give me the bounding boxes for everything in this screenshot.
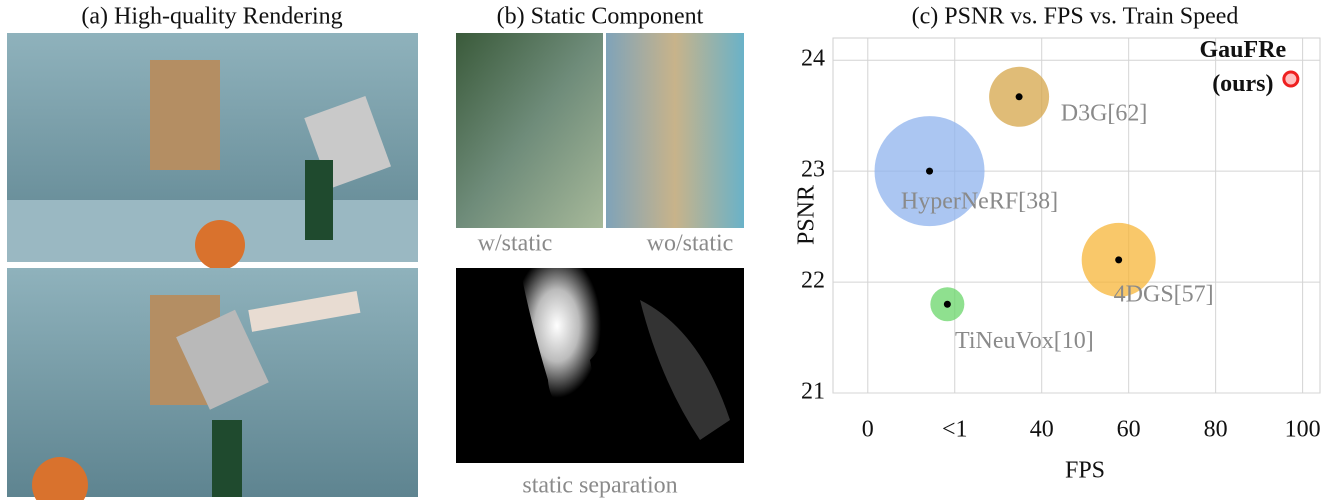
figure: (a) High-quality Rendering (b) Static Co…: [0, 0, 1335, 500]
bubble-center: [1016, 93, 1023, 100]
bubble-label: D3G[62]: [1061, 100, 1148, 126]
label-without-static: wo/static: [647, 231, 734, 257]
x-axis-label: FPS: [1065, 458, 1105, 484]
bubble-center: [926, 168, 933, 175]
label-static-separation: static separation: [522, 473, 677, 499]
render-photo-top: [7, 33, 418, 270]
y-tick-label: 22: [801, 268, 825, 294]
panel-a-title: (a) High-quality Rendering: [81, 4, 342, 30]
separation-mask: [456, 268, 744, 463]
y-axis-label: PSNR: [794, 185, 820, 245]
panel-b-title: (b) Static Component: [497, 4, 704, 30]
bubble-label: GauFRe(ours): [1200, 37, 1287, 97]
chart-title: (c) PSNR vs. FPS vs. Train Speed: [912, 4, 1239, 30]
x-tick-label: 100: [1285, 417, 1321, 443]
plot-area: 21 22 23 24 0 <1 40 60 80 100 HyperNeRF[38] D3G[62]…: [801, 37, 1321, 443]
bubble-center: [944, 301, 951, 308]
y-tick-label: 23: [801, 157, 825, 183]
bubble-label: HyperNeRF[38]: [901, 189, 1058, 215]
bubble-label: 4DGS[57]: [1114, 281, 1214, 307]
x-tick-label: 40: [1030, 417, 1054, 443]
x-tick-label: <1: [942, 417, 968, 443]
render-photo-bottom: [7, 268, 418, 500]
y-tick-label: 21: [801, 379, 825, 405]
label-with-static: w/static: [478, 231, 553, 257]
bubble: [1284, 72, 1298, 86]
x-tick-label: 60: [1117, 417, 1141, 443]
static-photo: [456, 33, 744, 228]
y-tick-label: 24: [801, 46, 825, 72]
bubble-center: [1115, 256, 1122, 263]
bubble-label: TiNeuVox[10]: [955, 328, 1094, 354]
x-tick-label: 80: [1204, 417, 1228, 443]
x-tick-label: 0: [862, 417, 874, 443]
